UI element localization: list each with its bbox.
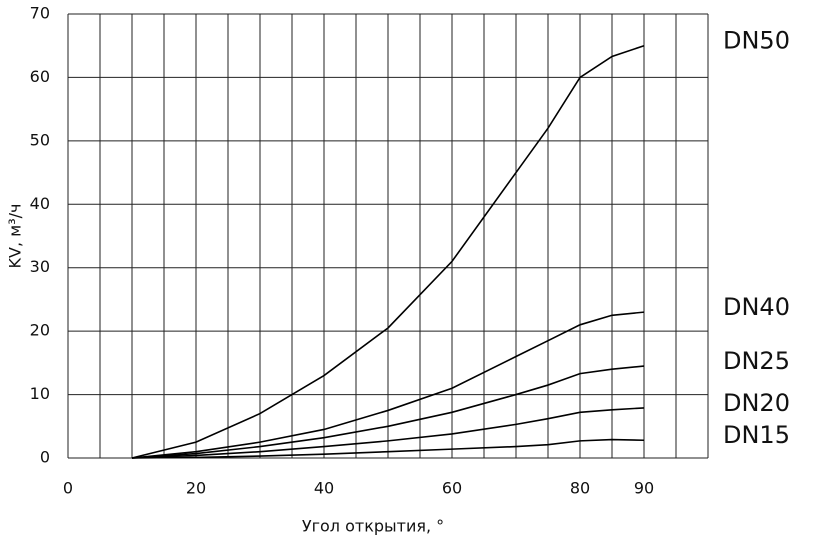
series-name: DN15 <box>723 421 790 449</box>
y-tick-label: 70 <box>30 4 50 23</box>
y-tick-label: 50 <box>30 130 50 149</box>
series-line <box>131 311 645 459</box>
y-tick-label: 0 <box>40 448 50 467</box>
series-line <box>131 407 645 459</box>
series-name: DN25 <box>723 347 790 375</box>
x-axis-label: Угол открытия, ° <box>302 517 444 536</box>
y-tick-label: 40 <box>30 194 50 213</box>
series-line <box>131 365 645 459</box>
x-tick-label: 90 <box>634 479 654 498</box>
series-line <box>131 44 645 459</box>
series-line <box>131 438 645 459</box>
y-tick-label: 20 <box>30 321 50 340</box>
series-name: DN20 <box>723 389 790 417</box>
x-tick-label: 20 <box>186 479 206 498</box>
x-tick-label: 0 <box>63 479 73 498</box>
x-tick-label: 40 <box>314 479 334 498</box>
y-tick-label: 30 <box>30 257 50 276</box>
y-tick-label: 60 <box>30 67 50 86</box>
x-tick-label: 60 <box>442 479 462 498</box>
series-name: DN40 <box>723 293 790 321</box>
series-name: DN50 <box>723 27 790 55</box>
y-tick-label: 10 <box>30 384 50 403</box>
y-axis-label: KV, м³/ч <box>6 204 25 269</box>
x-tick-label: 80 <box>570 479 590 498</box>
